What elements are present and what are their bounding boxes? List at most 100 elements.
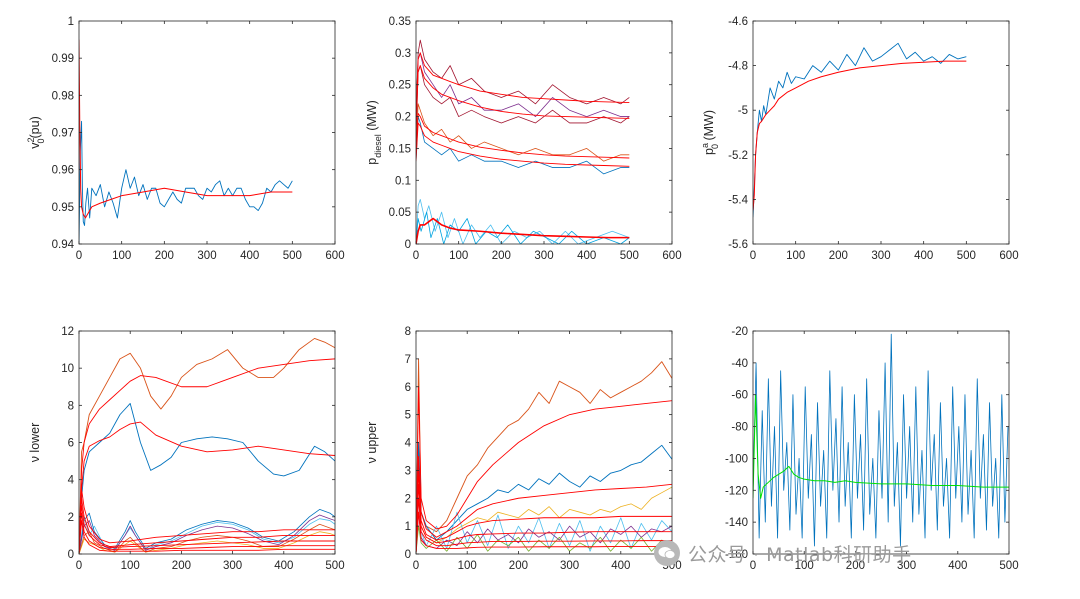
series-line-3 xyxy=(79,358,335,554)
y-axis-label-main: p xyxy=(702,148,716,155)
series-group xyxy=(753,333,1009,547)
y-tick-label: -140 xyxy=(725,517,748,529)
x-tick-label: 300 xyxy=(223,560,242,572)
x-tick-label: 200 xyxy=(829,250,848,262)
series-line-7 xyxy=(416,386,672,554)
y-tick-label: -160 xyxy=(725,549,748,561)
series-line-1 xyxy=(416,39,630,117)
x-tick-label: 300 xyxy=(197,250,216,262)
x-tick-label: 600 xyxy=(662,250,681,262)
series-line-10 xyxy=(416,483,672,554)
series-line-7 xyxy=(79,514,335,554)
axes-box xyxy=(415,20,673,245)
x-tick-label: 400 xyxy=(914,250,933,262)
series-line-14 xyxy=(79,520,335,554)
series-line-1 xyxy=(79,337,335,554)
y-axis-label-sub: 0 xyxy=(36,138,46,143)
x-tick-label: 400 xyxy=(577,250,596,262)
x-tick-label: 400 xyxy=(240,250,259,262)
y-tick-label: -120 xyxy=(725,485,748,497)
series-line-2 xyxy=(79,403,335,554)
series-line-1 xyxy=(416,358,672,554)
series-line-1 xyxy=(79,120,293,244)
y-axis-label-main: ν lower xyxy=(28,423,42,463)
y-tick-label: 1 xyxy=(68,16,74,28)
series-group xyxy=(79,39,293,244)
series-line-13 xyxy=(79,512,335,554)
series-line-10 xyxy=(79,488,335,554)
series-line-2 xyxy=(753,394,1009,499)
y-tick-label: 10 xyxy=(61,363,74,375)
y-tick-label: 8 xyxy=(68,400,74,412)
x-tick-label: 100 xyxy=(795,560,814,572)
y-axis-label-sup: 2 xyxy=(26,137,36,142)
y-axis-label-main: v xyxy=(28,142,42,149)
x-tick-label: 100 xyxy=(121,560,140,572)
x-tick-label: 200 xyxy=(846,560,865,572)
subplot-p1: 0 100 200 300 400 500 600 0.94 0.95 0.96 0.97 0.98 0… xyxy=(26,16,345,262)
x-tick-label: 300 xyxy=(871,250,890,262)
x-tick-label: 400 xyxy=(611,560,630,572)
y-tick-label: -5.6 xyxy=(728,239,748,251)
x-tick-label: 100 xyxy=(449,250,468,262)
x-tick-label: 0 xyxy=(413,560,419,572)
series-line-5 xyxy=(416,116,630,175)
x-tick-label: 500 xyxy=(325,560,344,572)
series-line-2 xyxy=(416,442,672,554)
y-tick-label: 2 xyxy=(68,512,74,524)
series-line-2 xyxy=(753,60,967,211)
series-line-8 xyxy=(416,455,672,554)
series-line-12 xyxy=(79,505,335,554)
x-tick-label: 500 xyxy=(999,560,1018,572)
y-tick-label: 6 xyxy=(68,438,74,450)
series-line-9 xyxy=(416,469,672,554)
series-line-11 xyxy=(416,122,630,167)
series-line-12 xyxy=(416,511,672,554)
series-line-3 xyxy=(416,469,672,554)
series-group xyxy=(79,337,335,554)
y-axis-label-sub: 0 xyxy=(710,144,720,149)
x-tick-label: 500 xyxy=(620,250,639,262)
x-tick-label: 0 xyxy=(413,250,419,262)
y-axis-label-tail: (MW) xyxy=(365,100,379,134)
y-tick-label: 2 xyxy=(405,493,411,505)
x-tick-label: 500 xyxy=(283,250,302,262)
y-tick-label: 0.15 xyxy=(389,143,411,155)
x-tick-label: 300 xyxy=(534,250,553,262)
y-tick-label: -100 xyxy=(725,453,748,465)
y-tick-label: 1 xyxy=(405,521,411,533)
series-line-10 xyxy=(416,112,630,159)
watermark: 公众号 · Matlab科研助手 xyxy=(654,538,912,568)
series-line-3 xyxy=(416,65,630,143)
x-tick-label: 200 xyxy=(492,250,511,262)
series-line-11 xyxy=(416,497,672,554)
x-tick-label: 600 xyxy=(999,250,1018,262)
y-tick-label: -5.2 xyxy=(728,150,748,162)
y-tick-label: 8 xyxy=(405,326,411,338)
series-line-12 xyxy=(416,217,630,244)
y-axis-label-main: p xyxy=(365,158,379,165)
y-tick-label: 0.95 xyxy=(52,202,74,214)
subplot-p4: 0 100 200 300 400 500 0 2 4 6 8 10 12 ν lower xyxy=(28,326,345,572)
y-axis-label: pdiesel (MW) xyxy=(365,100,383,164)
y-tick-label: -20 xyxy=(731,326,748,338)
axes-box xyxy=(78,20,336,245)
x-tick-label: 300 xyxy=(560,560,579,572)
y-tick-label: 0.96 xyxy=(52,165,74,177)
series-line-6 xyxy=(79,508,335,554)
y-tick-label: -5.4 xyxy=(728,194,748,206)
subplot-p3: 0 100 200 300 400 500 600 -5.6 -5.4 -5.2 -5 -4.8 -4.… xyxy=(700,16,1019,262)
axes-box xyxy=(752,330,1010,555)
y-tick-label: 12 xyxy=(61,326,74,338)
y-tick-label: 0.25 xyxy=(389,80,411,92)
y-axis-label-main: ν upper xyxy=(365,422,379,464)
y-tick-label: 0.99 xyxy=(52,53,74,65)
x-tick-label: 100 xyxy=(458,560,477,572)
y-axis-label-tail: (MW) xyxy=(702,110,716,144)
y-tick-label: 3 xyxy=(405,465,411,477)
y-tick-label: 4 xyxy=(405,438,412,450)
y-axis-label: ν upper xyxy=(365,422,379,464)
axes-box xyxy=(752,20,1010,245)
y-tick-label: -5 xyxy=(738,105,748,117)
